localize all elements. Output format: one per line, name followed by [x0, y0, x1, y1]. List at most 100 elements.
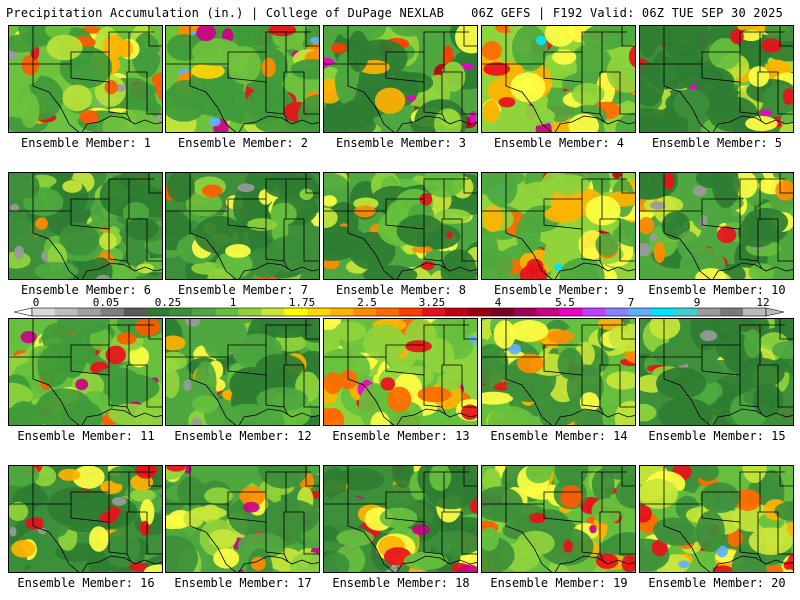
precip-blob [268, 26, 297, 37]
precip-blob [34, 261, 79, 279]
state-border-line [441, 364, 462, 407]
ensemble-member-map-8 [323, 172, 478, 280]
precip-blob [653, 342, 694, 367]
precip-blob [621, 554, 635, 572]
precip-field [166, 26, 319, 132]
state-border-line [265, 82, 289, 123]
precip-blob [517, 353, 544, 374]
precip-blob [745, 116, 778, 132]
precip-blob [482, 205, 504, 232]
state-border-line [238, 262, 319, 279]
precip-blob [761, 38, 782, 53]
precip-blob [712, 565, 733, 572]
precip-blob [120, 173, 151, 193]
precip-field [9, 26, 162, 132]
state-border-line [701, 357, 741, 376]
state-border-line [305, 173, 319, 194]
ensemble-member-label: Ensemble Member: 10 [648, 283, 786, 297]
precip-blob [102, 35, 126, 59]
state-border-line [190, 51, 267, 72]
state-border-line [463, 319, 477, 340]
state-border-line [441, 511, 462, 554]
state-border-line [463, 173, 477, 194]
state-border-line [621, 319, 635, 340]
state-border-line [664, 198, 741, 219]
precip-blob [196, 26, 216, 42]
precip-blob [716, 545, 728, 558]
ensemble-member-label: Ensemble Member: 20 [648, 576, 786, 590]
precip-blob [237, 569, 244, 572]
colorbar-swatch [582, 308, 606, 316]
precip-blob [13, 245, 25, 260]
precip-blob [482, 344, 509, 386]
state-border-line [619, 512, 635, 555]
colorbar-swatch [399, 308, 423, 316]
state-border-line [146, 219, 162, 262]
state-border-line [108, 31, 154, 52]
ensemble-member-map-13 [323, 318, 478, 426]
precip-blob [748, 263, 775, 279]
precip-blob [510, 72, 546, 103]
precip-blob [363, 324, 406, 361]
precip-blob [310, 36, 319, 44]
precip-blob [411, 245, 433, 254]
precip-blob [482, 391, 514, 405]
state-border-line [423, 229, 447, 270]
ensemble-member-map-14 [481, 318, 636, 426]
precip-blob [396, 214, 445, 247]
state-border-line [739, 178, 785, 199]
state-border-line [148, 173, 162, 194]
colorbar-min-arrow [13, 307, 33, 317]
colorbar-swatch [651, 308, 675, 316]
state-border-line [108, 324, 154, 345]
precip-blob [406, 94, 417, 101]
precip-blob [482, 41, 502, 60]
ensemble-member-label: Ensemble Member: 15 [648, 429, 786, 443]
colorbar-swatch [743, 308, 767, 316]
colorbar-tick-label: 0 [32, 296, 40, 309]
precip-blob [656, 367, 707, 400]
state-border-line [777, 512, 793, 555]
precip-blob [99, 232, 117, 250]
state-border-line [712, 262, 793, 279]
precip-blob [781, 385, 793, 423]
precip-blob [328, 492, 363, 534]
state-border-line [396, 408, 477, 425]
precip-blob [35, 388, 93, 425]
state-border-line [32, 64, 80, 132]
state-border-line [779, 466, 793, 487]
colorbar-swatch [146, 308, 170, 316]
precip-blob [763, 26, 793, 39]
precip-blob [543, 238, 571, 274]
colorbar-swatch [192, 308, 216, 316]
ensemble-member-map-15 [639, 318, 794, 426]
precip-blob [779, 122, 793, 132]
state-border-line [385, 211, 425, 230]
state-border-line [33, 344, 110, 365]
precip-blob [715, 329, 749, 362]
state-border-line [663, 211, 711, 279]
state-border-line [779, 319, 793, 340]
precip-blob [128, 346, 150, 368]
state-border-line [663, 357, 711, 425]
colorbar-scale [13, 307, 785, 317]
precip-blob [19, 92, 40, 129]
precip-blob [35, 217, 48, 230]
precip-blob [405, 340, 432, 353]
ensemble-member-label: Ensemble Member: 13 [332, 429, 470, 443]
precip-blob [548, 330, 575, 344]
state-border-line [190, 198, 267, 219]
ensemble-member-label: Ensemble Member: 4 [493, 136, 625, 150]
colorbar-swatch [628, 308, 652, 316]
precip-blob [166, 535, 198, 572]
colorbar-swatch [559, 308, 583, 316]
precip-blob [166, 466, 186, 472]
precip-blob [678, 560, 690, 569]
state-border-line [347, 504, 395, 572]
state-border-line [238, 115, 319, 132]
state-border-line [554, 262, 635, 279]
precip-blob [108, 466, 138, 485]
state-border-line [581, 178, 627, 199]
state-border-line [108, 471, 154, 492]
state-border-line [506, 491, 583, 512]
